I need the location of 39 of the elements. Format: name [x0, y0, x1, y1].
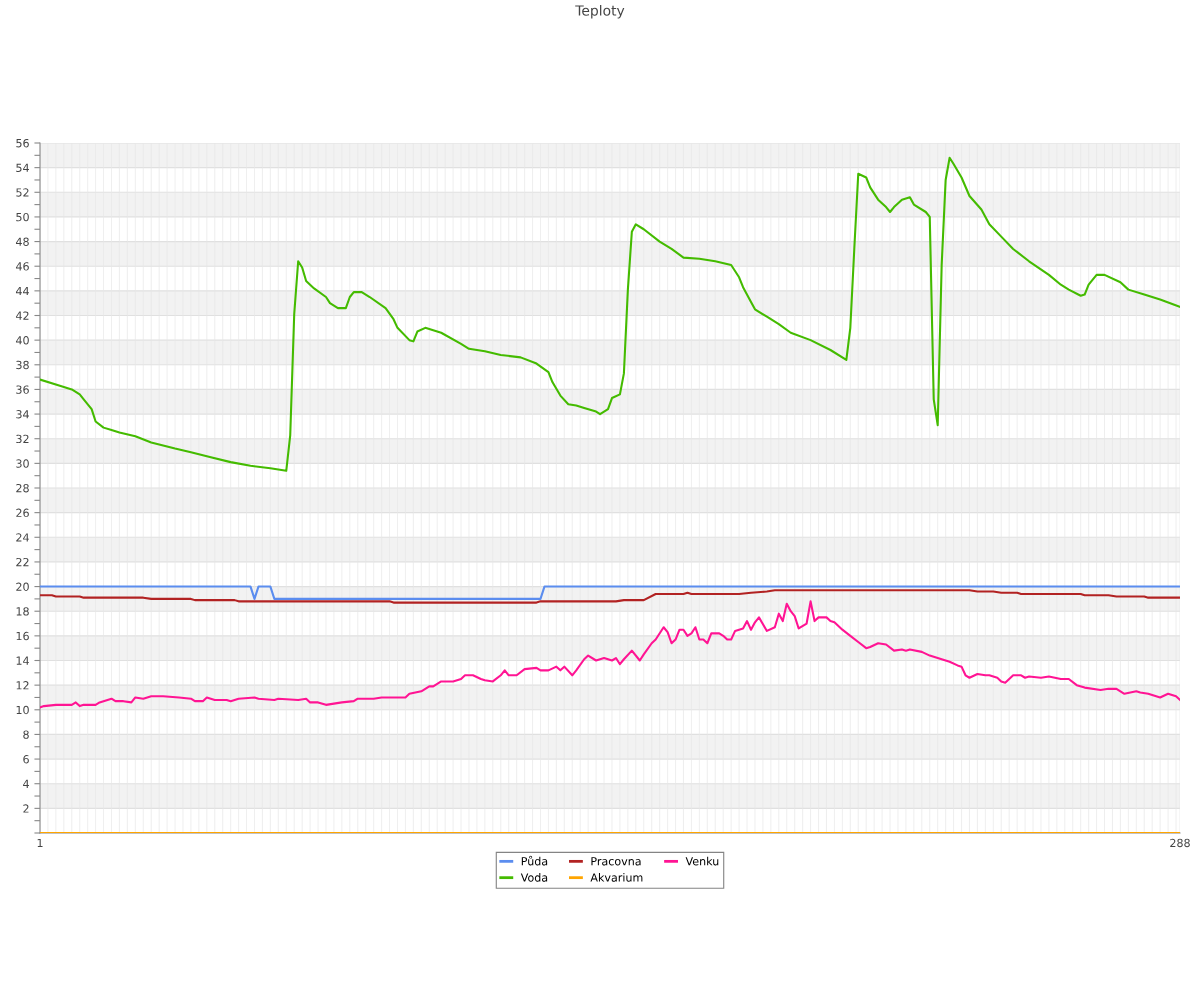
legend-label: Voda	[520, 873, 548, 882]
y-tick-label: 36	[16, 385, 29, 394]
y-tick-label: 44	[15, 286, 29, 296]
line-series	[40, 156, 1180, 472]
y-tick-label: 10	[16, 705, 29, 715]
y-tick-label: 6	[23, 755, 29, 764]
line-series	[40, 589, 1180, 604]
y-tick-label: 52	[16, 188, 29, 197]
y-tick-label: 42	[15, 311, 29, 320]
legend-label: Pracovna	[591, 857, 641, 866]
x-tick-label: 1	[37, 838, 43, 847]
y-tick-label: 40	[15, 336, 29, 345]
line-series	[40, 600, 1180, 709]
y-tick-label: 14	[16, 656, 29, 665]
y-tick-label: 18	[16, 607, 29, 616]
y-tick-label: 2	[23, 804, 29, 813]
y-tick-label: 26	[16, 508, 29, 518]
legend-label: Půda	[521, 855, 548, 866]
legend-label: Akvarium	[590, 873, 643, 882]
y-tick-label: 16	[16, 631, 29, 641]
y-tick-label: 50	[16, 212, 29, 222]
y-tick-label: 54	[16, 163, 29, 173]
x-tick-label: 288	[1170, 838, 1190, 848]
chart-title: Teploty	[575, 5, 625, 19]
y-tick-label: 34	[16, 410, 29, 419]
y-tick-label: 12	[16, 681, 29, 690]
y-tick-label: 48	[15, 237, 29, 246]
y-tick-label: 28	[16, 483, 29, 493]
y-tick-label: 56	[16, 138, 29, 148]
y-tick-label: 4	[23, 779, 29, 788]
y-tick-label: 22	[16, 557, 29, 567]
y-tick-label: 46	[15, 262, 29, 271]
y-tick-label: 32	[16, 434, 29, 444]
y-tick-label: 20	[16, 582, 29, 591]
y-tick-label: 38	[16, 360, 29, 370]
y-tick-label: 24	[16, 533, 29, 542]
legend-label: Venku	[685, 856, 719, 866]
y-tick-label: 30	[16, 459, 29, 468]
y-tick-label: 8	[23, 730, 29, 739]
